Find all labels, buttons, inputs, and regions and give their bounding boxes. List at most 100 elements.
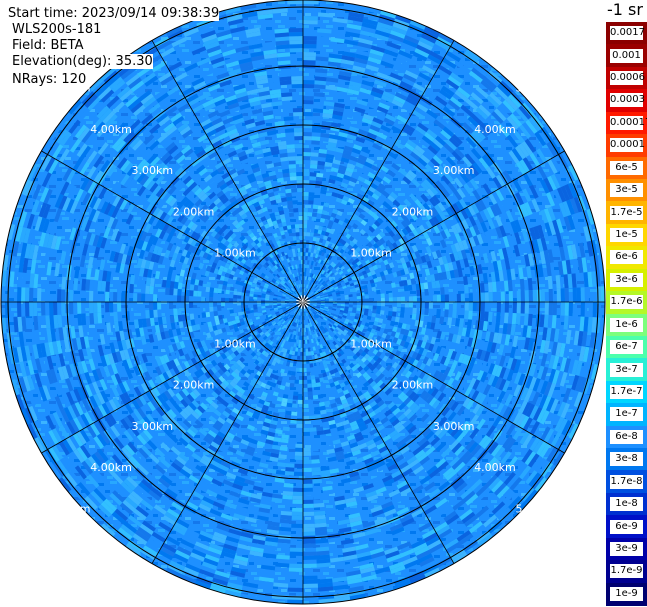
range-gate <box>293 291 297 295</box>
range-gate <box>503 312 509 324</box>
range-gate <box>288 583 303 588</box>
range-gate <box>289 44 303 49</box>
range-gate <box>327 224 333 230</box>
range-gate <box>394 350 402 357</box>
range-gate <box>287 333 291 338</box>
range-gate <box>307 315 310 320</box>
range-gate <box>240 321 246 326</box>
range-gate <box>289 40 303 45</box>
range-gate <box>299 335 302 340</box>
range-gate <box>249 309 255 314</box>
range-gate <box>299 311 301 316</box>
range-gate <box>294 224 300 229</box>
range-gate <box>29 287 34 302</box>
range-gate <box>299 288 301 293</box>
range-gate <box>257 236 263 243</box>
range-gate <box>366 362 373 369</box>
range-gate <box>329 327 335 332</box>
range-gate <box>251 317 257 322</box>
range-gate <box>308 248 312 253</box>
ring-label: 3.00km <box>433 164 475 177</box>
range-gate <box>308 309 312 314</box>
range-gate <box>398 280 404 287</box>
range-gate <box>239 345 246 352</box>
range-gate <box>291 511 303 516</box>
range-gate <box>169 302 174 310</box>
range-gate <box>312 394 319 400</box>
range-gate <box>320 295 325 298</box>
range-gate <box>289 350 293 355</box>
range-gate <box>291 403 298 408</box>
range-gate <box>303 212 308 217</box>
range-gate <box>333 264 339 270</box>
range-gate <box>372 324 378 330</box>
range-gate <box>468 302 473 311</box>
range-gate <box>194 279 200 286</box>
range-gate <box>278 346 283 352</box>
range-gate <box>276 240 281 246</box>
range-gate <box>309 326 313 331</box>
range-gate <box>332 305 337 308</box>
range-gate <box>348 319 354 324</box>
range-gate <box>281 302 286 305</box>
range-gate <box>345 365 352 371</box>
range-gate <box>300 260 303 265</box>
range-gate <box>299 331 302 336</box>
range-gate <box>305 307 308 312</box>
range-gate <box>273 307 278 310</box>
range-gate <box>282 490 294 496</box>
range-gate <box>487 282 493 293</box>
range-gate <box>338 286 343 291</box>
range-gate <box>250 241 257 248</box>
ring-label: 4.00km <box>90 123 132 136</box>
range-gate <box>278 276 283 281</box>
range-gate <box>254 205 262 212</box>
range-gate <box>205 265 212 272</box>
range-gate <box>289 547 303 552</box>
range-gate <box>271 279 276 284</box>
range-gate <box>290 278 294 283</box>
range-gate <box>311 273 314 278</box>
range-gate <box>312 204 319 210</box>
range-gate <box>329 266 334 271</box>
range-gate <box>265 305 270 308</box>
range-gate <box>298 280 301 285</box>
range-gate <box>326 280 331 285</box>
range-gate <box>264 337 270 343</box>
range-gate <box>226 242 234 250</box>
range-gate <box>366 356 373 363</box>
range-gate <box>185 295 190 302</box>
range-gate <box>282 293 287 296</box>
range-gate <box>261 345 267 351</box>
range-gate <box>305 248 309 253</box>
range-gate <box>281 279 286 284</box>
range-gate <box>117 302 122 312</box>
range-gate <box>290 269 294 274</box>
range-gate <box>405 324 411 331</box>
range-gate <box>281 325 286 330</box>
range-gate <box>265 281 271 285</box>
range-gate <box>251 235 258 242</box>
range-gate <box>213 302 218 307</box>
range-gate <box>256 333 262 339</box>
range-gate <box>282 292 287 295</box>
range-gate <box>266 380 273 387</box>
range-gate <box>287 266 291 271</box>
range-gate <box>300 323 302 328</box>
range-gate <box>133 293 138 302</box>
range-gate <box>285 221 291 226</box>
range-gate <box>320 217 326 223</box>
range-gate <box>205 291 210 298</box>
range-gate <box>216 274 222 280</box>
range-gate <box>387 346 394 353</box>
range-gate <box>281 285 286 290</box>
range-gate <box>272 266 277 271</box>
range-gate <box>238 314 244 320</box>
range-gate <box>318 225 324 231</box>
range-gate <box>388 353 395 360</box>
colorbar-label: 6e-9 <box>610 519 643 534</box>
range-gate <box>249 380 256 387</box>
range-gate <box>303 483 313 488</box>
range-gate <box>295 264 298 269</box>
range-gate <box>336 210 343 217</box>
